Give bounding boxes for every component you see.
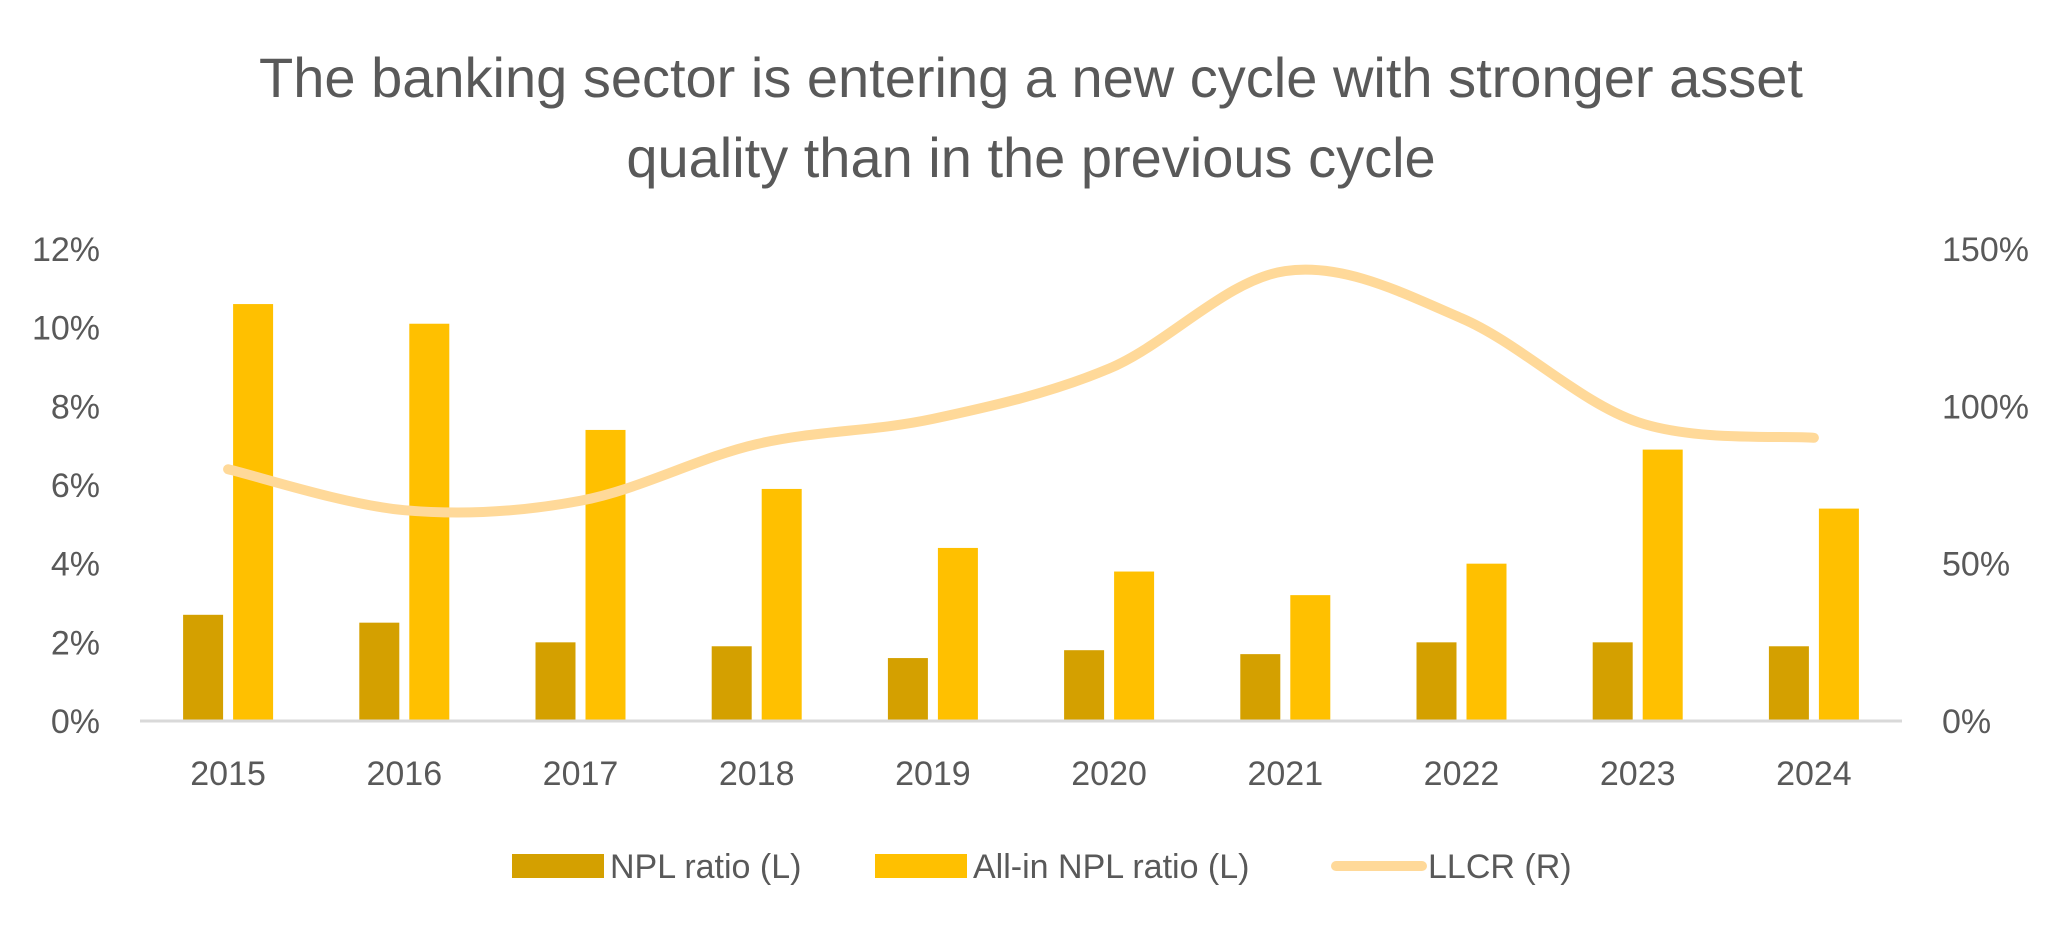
legend-label: All-in NPL ratio (L) <box>973 848 1249 886</box>
x-tick-label: 2022 <box>1424 755 1500 793</box>
legend: NPL ratio (L) All-in NPL ratio (L) LLCR (R… <box>512 848 1572 886</box>
right-tick-label: 150% <box>1942 231 2029 269</box>
npl-bar <box>183 614 224 721</box>
x-tick-label: 2021 <box>1247 755 1323 793</box>
all-in-npl-bar <box>761 488 802 721</box>
npl-bar <box>1240 654 1281 721</box>
x-tick-label: 2020 <box>1071 755 1147 793</box>
left-tick-label: 12% <box>32 231 100 269</box>
npl-bar <box>887 658 928 721</box>
left-axis: 0% 2% 4% 6% 8% 10% 12% <box>32 231 100 741</box>
right-tick-label: 0% <box>1942 703 1991 741</box>
llcr-line <box>223 264 1819 518</box>
all-in-npl-bar <box>1114 571 1155 721</box>
chart-title: The banking sector is entering a new cyc… <box>131 38 1931 198</box>
all-in-npl-bar <box>937 547 978 721</box>
x-tick-label: 2017 <box>543 755 619 793</box>
chart-title-line-2: quality than in the previous cycle <box>626 126 1436 189</box>
legend-swatch <box>512 854 604 878</box>
all-in-npl-bar <box>1466 563 1507 721</box>
x-tick-label: 2016 <box>366 755 442 793</box>
x-tick-label: 2023 <box>1600 755 1676 793</box>
bars-layer <box>183 304 1859 721</box>
legend-item: All-in NPL ratio (L) <box>875 848 1249 886</box>
right-tick-label: 50% <box>1942 546 2010 584</box>
npl-bar <box>1416 642 1457 721</box>
npl-bar <box>711 646 752 721</box>
chart-title-line-1: The banking sector is entering a new cyc… <box>259 46 1803 109</box>
x-tick-label: 2018 <box>719 755 795 793</box>
left-tick-label: 8% <box>51 388 100 426</box>
left-tick-label: 0% <box>51 703 100 741</box>
legend-item: NPL ratio (L) <box>512 848 801 886</box>
line-layer <box>223 264 1819 518</box>
all-in-npl-bar <box>1290 595 1331 721</box>
left-tick-label: 2% <box>51 624 100 662</box>
x-axis: 2015 2016 2017 2018 2019 2020 2021 2022 2023 2024 <box>190 755 1851 793</box>
legend-label: LLCR (R) <box>1428 848 1572 886</box>
npl-bar <box>535 642 576 721</box>
npl-bar <box>1064 650 1105 721</box>
all-in-npl-bar <box>409 323 450 721</box>
left-tick-label: 4% <box>51 546 100 584</box>
legend-label: NPL ratio (L) <box>610 848 801 886</box>
all-in-npl-bar <box>233 304 274 721</box>
legend-swatch <box>875 854 967 878</box>
left-tick-label: 10% <box>32 310 100 348</box>
right-axis: 0% 50% 100% 150% <box>1942 231 2029 741</box>
x-tick-label: 2024 <box>1776 755 1852 793</box>
x-tick-label: 2019 <box>895 755 971 793</box>
all-in-npl-bar <box>1818 508 1859 721</box>
npl-bar <box>1592 642 1633 721</box>
all-in-npl-bar <box>585 429 626 721</box>
npl-bar <box>359 622 400 721</box>
x-tick-label: 2015 <box>190 755 266 793</box>
all-in-npl-bar <box>1642 449 1683 721</box>
legend-item: LLCR (R) <box>1331 848 1572 886</box>
left-tick-label: 6% <box>51 467 100 505</box>
right-tick-label: 100% <box>1942 388 2029 426</box>
npl-bar <box>1768 646 1809 721</box>
